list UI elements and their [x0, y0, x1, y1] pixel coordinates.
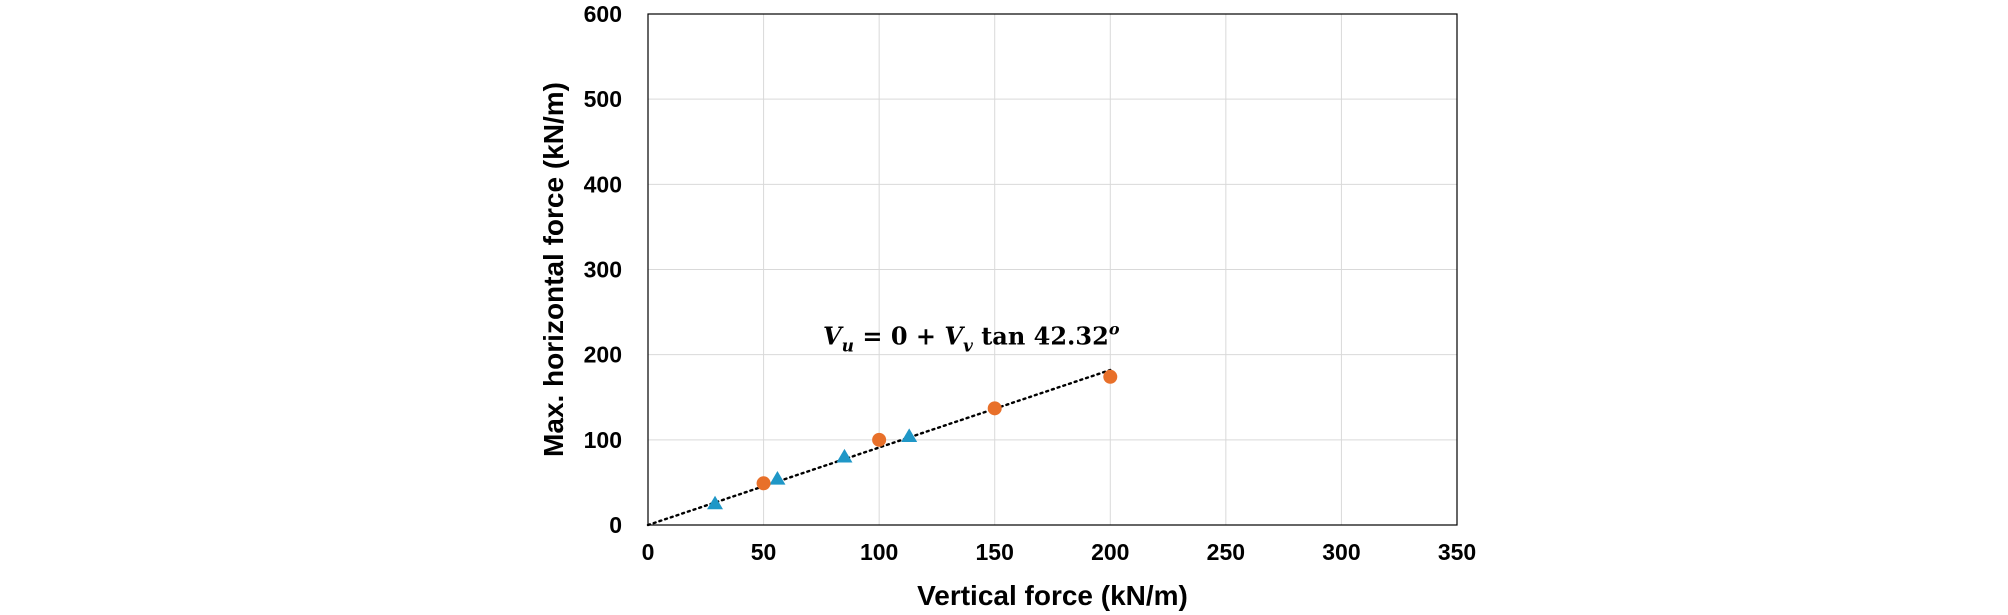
triangle-data-point — [901, 428, 918, 443]
x-tick-label: 350 — [1438, 539, 1476, 565]
x-tick-label: 300 — [1322, 539, 1360, 565]
y-axis-title: Max. horizontal force (kN/m) — [538, 82, 569, 457]
data-points — [707, 369, 1118, 510]
circle-data-point — [987, 401, 1002, 416]
circle-data-point — [1103, 369, 1118, 384]
y-tick-label: 0 — [609, 512, 622, 538]
x-tick-label: 100 — [860, 539, 898, 565]
x-tick-label: 250 — [1207, 539, 1245, 565]
triangle-data-point — [707, 495, 724, 510]
y-tick-label: 500 — [584, 86, 622, 112]
x-tick-label: 0 — [642, 539, 655, 565]
y-tick-label: 600 — [584, 1, 622, 27]
triangle-data-point — [769, 471, 786, 485]
circle-data-point — [756, 476, 771, 491]
y-tick-label: 200 — [584, 342, 622, 368]
y-tick-label: 400 — [584, 171, 622, 197]
y-tick-label: 300 — [584, 257, 622, 283]
x-tick-label: 150 — [976, 539, 1014, 565]
plot-area-border — [647, 13, 1458, 526]
x-tick-label: 200 — [1091, 539, 1129, 565]
grid — [648, 14, 1457, 525]
triangle-data-point — [836, 448, 853, 463]
y-tick-label: 100 — [584, 427, 622, 453]
x-tick-label: 50 — [751, 539, 777, 565]
circle-data-point — [872, 432, 887, 447]
x-axis-title: Vertical force (kN/m) — [917, 580, 1188, 611]
trendline-equation: Vu = 0 + Vv tan 42.32o — [823, 319, 1120, 356]
tick-labels: 0 50 100 150 200 250 300 350 0 100 200 300 400 500 600 — [584, 1, 1477, 565]
